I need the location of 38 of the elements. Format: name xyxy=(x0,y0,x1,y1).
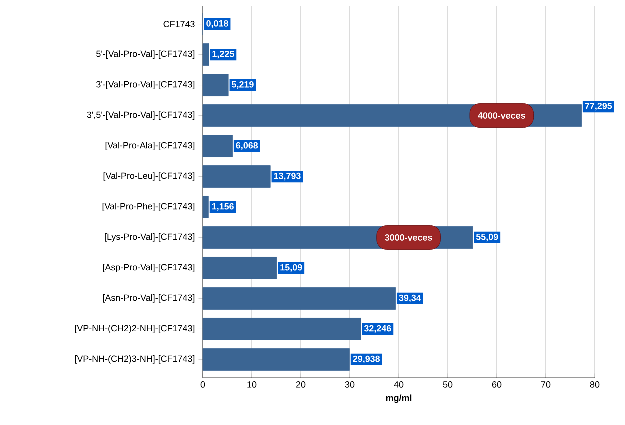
data-label: 1,156 xyxy=(212,203,234,212)
y-tick-label: [Asp-Pro-Val]-[CF1743] xyxy=(103,264,195,272)
x-tick-label: 10 xyxy=(248,382,257,388)
data-label: 6,068 xyxy=(236,142,258,150)
bar xyxy=(202,196,209,218)
x-tick-label: 40 xyxy=(394,382,404,388)
x-tick-label: 20 xyxy=(296,382,306,388)
bar xyxy=(202,44,210,66)
y-tick-label: 5'-[Val-Pro-Val]-[CF1743] xyxy=(96,50,195,59)
data-label: 77,295 xyxy=(585,102,612,111)
x-tick-label: 80 xyxy=(590,382,600,388)
y-tick-label: [Val-Pro-Ala]-[CF1743] xyxy=(106,142,195,150)
y-tick-label: CF1743 xyxy=(164,21,195,28)
y-tick-label: 3'-[Val-Pro-Val]-[CF1743] xyxy=(96,81,195,90)
x-tick-label: 60 xyxy=(492,382,502,388)
data-label: 15,09 xyxy=(280,264,302,272)
data-label: 0,018 xyxy=(206,20,228,28)
annotation: 4000-veces xyxy=(478,112,526,119)
annotation: 3000-veces xyxy=(385,234,432,241)
y-tick-label: [Val-Pro-Leu]-[CF1743] xyxy=(104,172,195,181)
y-tick-label: [Lys-Pro-Val]-[CF1743] xyxy=(105,234,195,242)
x-tick-label: 70 xyxy=(541,382,551,388)
x-tick-label: 0 xyxy=(200,382,206,388)
x-axis-title: mg/ml xyxy=(386,394,412,404)
data-label: 55,09 xyxy=(476,234,498,242)
data-label: 1,225 xyxy=(212,50,234,59)
y-tick-label: 3',5'-[Val-Pro-Val]-[CF1743] xyxy=(87,112,195,120)
y-tick-label: [VP-NH-(CH2)3-NH]-[CF1743] xyxy=(75,356,195,364)
x-tick-label: 50 xyxy=(443,382,453,388)
y-tick-label: [Asn-Pro-Val]-[CF1743] xyxy=(103,294,195,303)
data-label: 29,938 xyxy=(353,356,380,364)
y-tick-label: [VP-NH-(CH2)2-NH]-[CF1743] xyxy=(75,325,195,334)
data-label: 5,219 xyxy=(232,81,254,90)
y-tick-label: [Val-Pro-Phe]-[CF1743] xyxy=(102,203,195,212)
x-tick-label: 30 xyxy=(345,382,355,388)
data-label: 39,34 xyxy=(399,294,422,303)
data-label: 32,246 xyxy=(364,325,392,334)
data-label: 13,793 xyxy=(274,172,301,181)
